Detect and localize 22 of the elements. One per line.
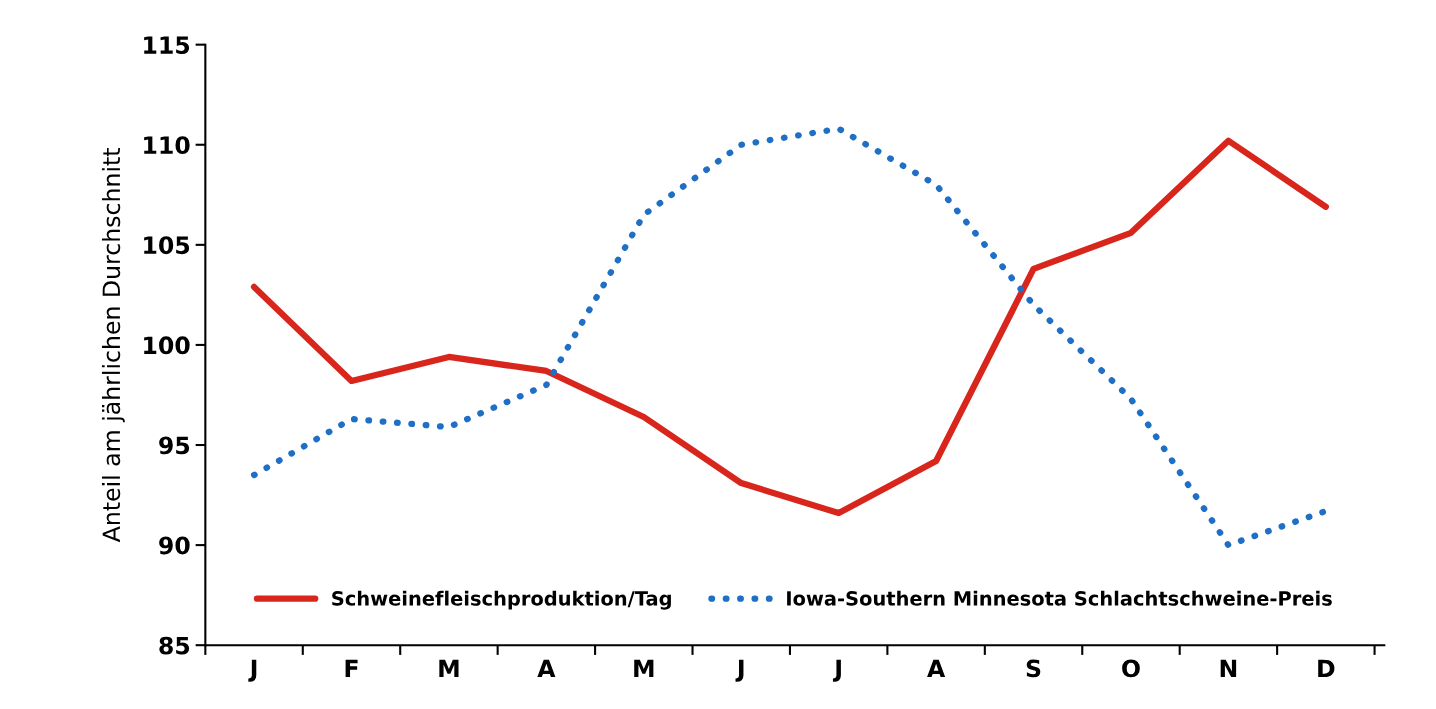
y-tick-label: 95	[159, 436, 190, 455]
y-tick-label: 85	[159, 636, 190, 655]
x-tick-label: A	[537, 659, 556, 678]
x-tick-label: D	[1318, 659, 1335, 678]
x-tick-label: F	[345, 659, 358, 678]
y-axis-title: Anteil am jährlichen Durchschnitt	[101, 148, 125, 543]
x-tick-label: J	[248, 659, 257, 682]
y-tick-label: 90	[159, 536, 190, 555]
legend-label: Iowa-Southern Minnesota Schlachtschweine-Preis	[787, 590, 1332, 606]
x-tick-label: J	[832, 659, 841, 682]
x-tick-label: O	[1122, 659, 1140, 678]
x-tick-label: M	[439, 659, 459, 678]
x-tick-label: M	[634, 659, 654, 678]
y-tick-label: 100	[144, 336, 190, 355]
x-tick-label: S	[1026, 659, 1041, 678]
y-tick-label: 105	[144, 236, 190, 255]
y-tick-label: 110	[144, 136, 190, 155]
x-tick-label: A	[927, 659, 946, 678]
x-tick-label: J	[735, 659, 744, 682]
x-tick-label: N	[1220, 659, 1237, 678]
y-tick-label: 115	[144, 36, 190, 54]
legend-label: Schweinefleischproduktion/Tag	[332, 590, 671, 610]
